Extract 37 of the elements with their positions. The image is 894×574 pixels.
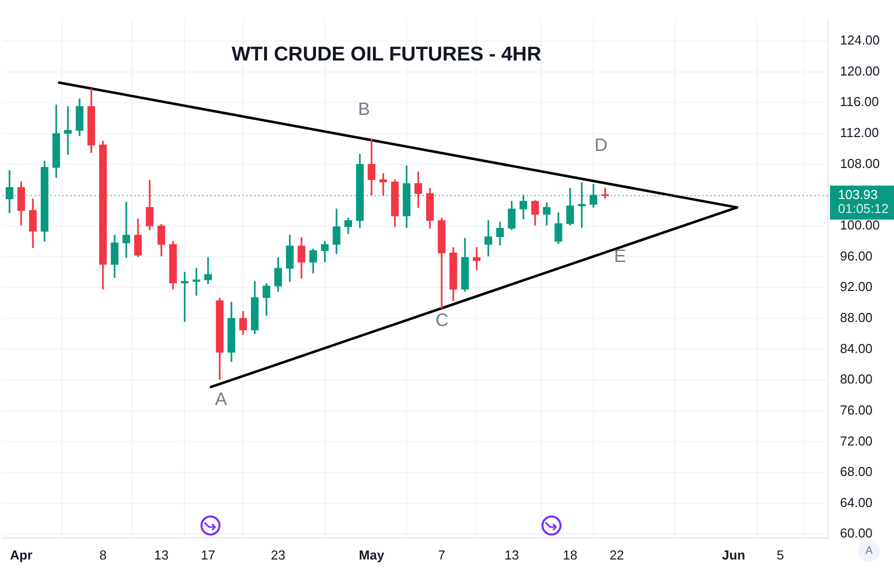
y-tick-label: 64.00 [840, 494, 873, 510]
y-tick-label: 92.00 [840, 279, 873, 294]
x-tick-label: 5 [776, 547, 784, 562]
annotation: B [358, 98, 370, 119]
annotation: E [614, 246, 626, 266]
y-tick-label: 124.00 [840, 32, 880, 48]
annotation: D [594, 134, 608, 155]
y-tick-label: 108.00 [840, 156, 880, 171]
y-tick-label: 88.00 [840, 310, 873, 325]
y-tick-label: 112.00 [840, 125, 879, 140]
y-tick-label: 76.00 [840, 402, 873, 418]
text: WTI CRUDE OIL FUTURES - 4HR [232, 43, 542, 66]
annotation: A [214, 388, 228, 409]
x-tick-label: 17 [200, 547, 216, 562]
y-tick-label: 100.00 [840, 218, 880, 232]
y-tick-label: 60.00 [840, 526, 873, 541]
x-tick-label: 8 [99, 547, 107, 562]
text: 01:05:12 [838, 201, 889, 216]
auto-scale-button: A [858, 540, 880, 562]
y-tick-label: 72.00 [840, 433, 873, 448]
y-tick-label: 116.00 [840, 94, 879, 110]
x-tick-label: Jun [722, 547, 746, 562]
y-tick-label: 96.00 [840, 248, 873, 264]
x-tick-label: 23 [270, 547, 286, 562]
y-tick-label: 120.00 [840, 63, 880, 78]
x-tick-label: May [358, 547, 385, 562]
y-tick-label: 84.00 [840, 340, 873, 356]
y-tick-label: 80.00 [840, 372, 873, 387]
x-tick-label: 18 [562, 547, 578, 562]
y-tick-label: 68.00 [840, 464, 873, 480]
ref-line-label: 103.93 [838, 187, 878, 202]
x-tick-label: 13 [504, 547, 519, 562]
x-tick-label: 13 [154, 547, 169, 562]
annotation: C [436, 310, 448, 330]
x-tick-label: 7 [438, 547, 446, 562]
x-tick-label: 22 [610, 547, 624, 562]
x-tick-label: Apr [10, 547, 32, 562]
